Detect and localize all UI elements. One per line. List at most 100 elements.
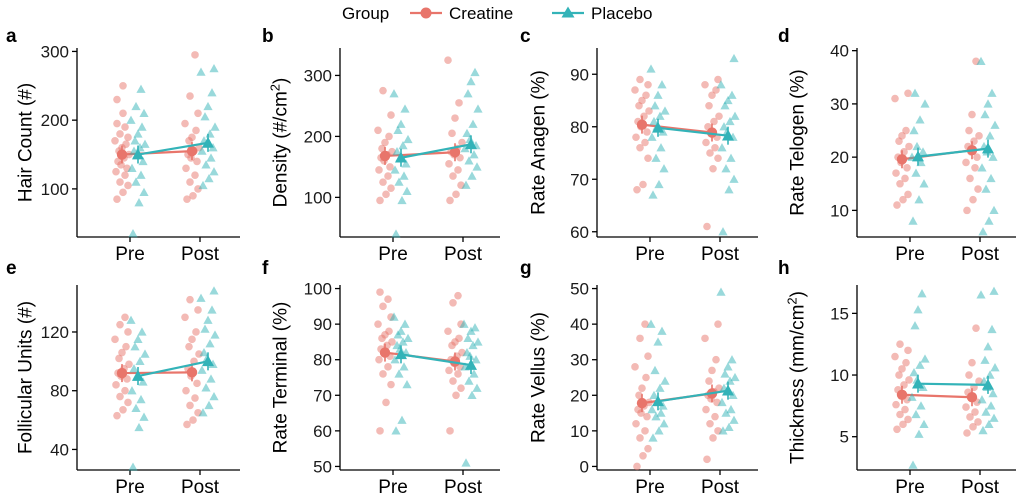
data-point xyxy=(914,195,924,204)
mean-marker xyxy=(912,377,924,389)
data-point xyxy=(454,166,462,174)
data-point xyxy=(464,376,474,385)
data-point xyxy=(646,319,656,328)
x-tick-label-pre: Pre xyxy=(895,244,925,265)
series-placebo xyxy=(907,286,1000,469)
mean-line xyxy=(137,360,209,378)
data-point xyxy=(716,287,726,296)
y-tick-label: 0 xyxy=(580,457,589,476)
x-tick-label-pre: Pre xyxy=(378,477,408,496)
y-tick-label: 30 xyxy=(830,95,849,114)
data-point xyxy=(186,401,194,410)
y-tick-label: 5 xyxy=(840,428,849,447)
data-point xyxy=(186,178,194,186)
series-placebo xyxy=(646,53,740,236)
data-point xyxy=(196,67,206,76)
data-point xyxy=(127,163,137,172)
legend-creatine-label: Creatine xyxy=(449,4,513,23)
data-point xyxy=(912,141,922,151)
data-point xyxy=(639,451,647,460)
data-point xyxy=(381,138,389,147)
data-point xyxy=(965,126,973,135)
x-tick-label-post: Post xyxy=(961,477,1000,496)
series-placebo xyxy=(389,67,483,238)
data-point xyxy=(631,86,639,94)
data-point xyxy=(398,337,408,346)
data-point xyxy=(644,80,652,89)
data-point xyxy=(129,364,139,373)
x-tick-label-post: Post xyxy=(444,244,483,265)
data-point xyxy=(462,128,472,138)
data-point xyxy=(393,125,403,134)
data-point xyxy=(472,383,482,392)
data-point xyxy=(724,185,734,194)
data-point xyxy=(975,132,983,140)
x-tick-label-post: Post xyxy=(444,477,483,496)
data-point xyxy=(459,319,469,328)
mean-line xyxy=(641,123,713,134)
data-point xyxy=(466,76,476,86)
data-point xyxy=(988,388,998,398)
data-point xyxy=(205,339,215,348)
data-point xyxy=(203,101,213,111)
data-point xyxy=(193,157,201,166)
data-point xyxy=(898,365,906,373)
y-axis-label: Density (#/cm2) xyxy=(267,78,292,208)
data-point xyxy=(962,403,970,411)
mean-marker xyxy=(636,397,648,409)
data-point xyxy=(198,180,208,190)
panel-b: b Density (#/cm2) 100 200 300 Pre Post xyxy=(262,26,500,265)
data-point xyxy=(201,383,211,392)
data-point xyxy=(121,386,129,395)
data-point xyxy=(140,349,150,358)
panel-letter-b: b xyxy=(262,26,274,47)
data-point xyxy=(444,56,452,64)
data-point xyxy=(189,191,197,200)
mean-marker xyxy=(465,138,477,150)
legend-placebo-marker xyxy=(561,6,575,18)
data-point xyxy=(893,201,901,209)
data-point xyxy=(182,386,190,395)
data-point xyxy=(705,377,713,385)
data-point xyxy=(391,229,401,238)
data-point xyxy=(183,420,191,429)
data-point xyxy=(891,352,899,361)
data-point xyxy=(468,340,478,350)
data-point xyxy=(201,160,211,169)
data-point xyxy=(121,123,129,131)
mean-marker xyxy=(395,151,407,163)
data-point xyxy=(449,298,457,307)
data-point xyxy=(193,379,201,388)
mean-marker xyxy=(449,147,461,158)
data-point xyxy=(718,227,728,236)
data-point xyxy=(387,184,395,193)
data-point xyxy=(981,184,991,193)
data-point xyxy=(185,342,193,351)
data-point xyxy=(726,153,736,162)
mean-marker xyxy=(116,149,128,160)
data-point xyxy=(985,370,995,379)
data-point xyxy=(974,418,982,426)
data-point xyxy=(376,427,384,435)
y-tick-label: 100 xyxy=(41,180,69,199)
data-point xyxy=(656,408,666,417)
mean-marker xyxy=(982,378,994,390)
data-point xyxy=(714,154,722,163)
data-point xyxy=(467,171,477,180)
y-axis-label: Rate Terminal (%) xyxy=(270,302,291,454)
data-point xyxy=(461,180,471,189)
data-point xyxy=(657,326,667,335)
data-point xyxy=(714,75,722,84)
data-point xyxy=(191,394,199,402)
data-point xyxy=(183,195,191,203)
data-point xyxy=(374,126,382,135)
data-point xyxy=(133,334,143,344)
data-point xyxy=(374,320,382,328)
data-point xyxy=(136,170,146,179)
data-point xyxy=(983,99,993,108)
y-tick-label: 80 xyxy=(570,118,589,137)
data-point xyxy=(973,153,981,161)
data-point xyxy=(902,126,910,135)
data-point xyxy=(641,320,649,328)
data-point xyxy=(716,80,726,89)
